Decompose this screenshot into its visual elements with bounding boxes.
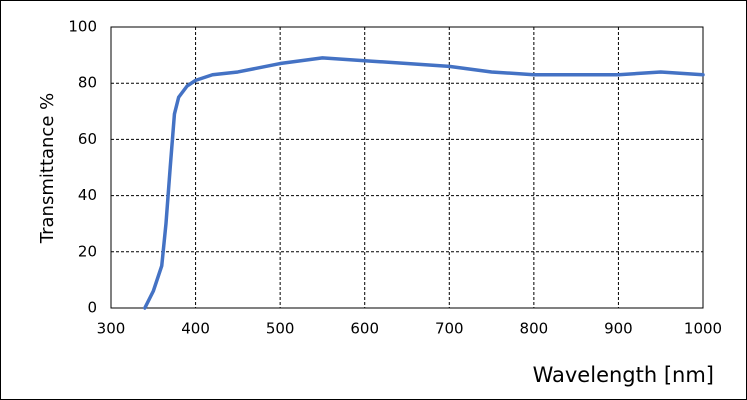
x-tick-label: 300 <box>97 320 126 338</box>
y-tick-label: 0 <box>87 299 97 317</box>
y-tick-label: 100 <box>68 18 97 36</box>
data-line <box>143 56 705 310</box>
y-tick-label: 20 <box>78 242 97 260</box>
x-tick-label: 500 <box>266 320 295 338</box>
x-tick-label: 800 <box>520 320 549 338</box>
x-axis-label: Wavelength [nm] <box>533 363 714 387</box>
y-tick-label: 60 <box>78 130 97 148</box>
x-tick-label: 900 <box>604 320 633 338</box>
y-axis-label: Transmittance % <box>37 93 58 244</box>
x-tick-label: 700 <box>435 320 464 338</box>
x-tick-label: 600 <box>350 320 379 338</box>
plot-area <box>110 26 704 309</box>
x-tick-label: 400 <box>181 320 210 338</box>
y-tick-label: 40 <box>78 186 97 204</box>
x-tick-label: 1000 <box>684 320 722 338</box>
y-tick-label: 80 <box>78 74 97 92</box>
